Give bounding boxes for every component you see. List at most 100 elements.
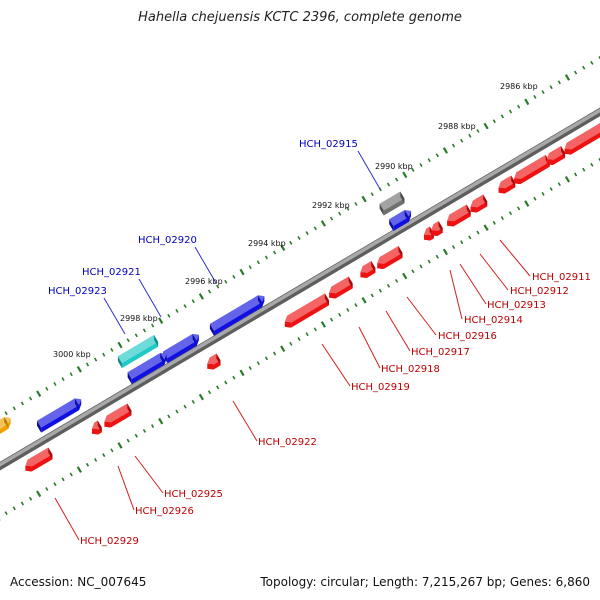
tick-mark-lower: [36, 490, 42, 498]
gene-front-face: [213, 360, 221, 370]
tick-mark-upper: [45, 386, 49, 391]
tick-mark-lower: [191, 399, 195, 404]
reverse-gene: [284, 293, 329, 328]
tick-mark-upper: [442, 147, 449, 154]
gene-front-face: [570, 132, 600, 155]
backbone-highlight: [0, 108, 600, 467]
reverse-gene: [564, 123, 600, 155]
tick-mark-lower: [378, 288, 382, 293]
gene-arrow-tip: [423, 234, 431, 241]
tick-mark-upper: [329, 216, 334, 221]
gene-front-face: [291, 300, 329, 328]
gene-front-face: [31, 454, 53, 472]
reverse-gene: [25, 447, 53, 472]
tick-mark-upper: [297, 236, 301, 240]
tick-mark-lower: [183, 404, 187, 409]
reverse-gene: [377, 245, 403, 270]
reverse-label-leader: [499, 239, 531, 277]
gene-top-face: [379, 245, 403, 265]
gene-top-face: [389, 209, 409, 227]
reverse-label-leader: [385, 310, 411, 352]
gene-arrow-tip: [377, 257, 384, 265]
gene-top-face: [106, 403, 132, 423]
reverse-gene-label: HCH_02922: [258, 437, 317, 448]
reverse-gene: [546, 145, 566, 166]
tick-mark-lower: [402, 272, 408, 280]
gene-arrow-tip: [192, 333, 199, 341]
genome-backbone: [0, 107, 600, 471]
gene-arrow-tip: [447, 214, 454, 222]
tick-mark-upper: [508, 109, 513, 114]
gene-arrow-tip: [564, 142, 571, 150]
gene-arrow-tip: [207, 363, 214, 370]
accession-text: Accession: NC_007645: [10, 575, 147, 589]
reverse-label-leader: [479, 253, 509, 291]
gene-front-face: [553, 152, 566, 166]
tick-mark-upper: [248, 265, 252, 270]
gene-top-face: [117, 334, 159, 364]
tick-mark-upper: [427, 158, 431, 163]
tick-mark-lower: [582, 167, 586, 172]
tick-mark-upper: [69, 372, 73, 377]
tick-mark-lower: [517, 206, 521, 211]
kbp-label: 2994 kbp: [248, 239, 286, 248]
gene-end-face: [466, 204, 471, 217]
reverse-gene: [470, 194, 488, 213]
reverse-gene: [431, 221, 443, 236]
reverse-label-leader: [358, 326, 381, 369]
tick-mark-upper: [483, 122, 489, 130]
tick-mark-upper: [338, 211, 342, 216]
forward-gene: [209, 295, 265, 336]
tick-mark-upper: [167, 313, 171, 318]
tick-mark-upper: [117, 341, 123, 349]
gene-arrow-tip: [262, 296, 265, 308]
gene-end-face: [127, 403, 132, 416]
tick-mark-lower: [61, 477, 65, 482]
tick-mark-upper: [451, 143, 456, 148]
gene-end-face: [127, 372, 132, 385]
gene-top-face: [37, 398, 79, 428]
tick-mark-lower: [435, 254, 439, 259]
tick-mark-lower: [451, 245, 456, 250]
gene-front-face: [335, 283, 353, 299]
reverse-label-leader: [134, 455, 164, 494]
tick-mark-upper: [142, 328, 147, 333]
tick-mark-upper: [198, 293, 204, 300]
tick-mark-lower: [354, 303, 358, 308]
tick-mark-lower: [207, 390, 212, 395]
gene-arrow-tip: [564, 148, 571, 155]
gene-front-face: [167, 340, 197, 364]
page-title: Hahella chejuensis KCTC 2396, complete g…: [138, 10, 462, 25]
gene-end-face: [389, 219, 394, 232]
reverse-label-leader: [321, 343, 351, 387]
gene-arrow-tip: [284, 321, 292, 328]
gene-front-face: [121, 341, 159, 369]
tick-mark-lower: [460, 240, 464, 245]
tick-mark-upper: [216, 284, 220, 289]
tick-mark-lower: [386, 283, 391, 288]
tick-mark-upper: [207, 289, 212, 294]
gene-top-face: [516, 154, 550, 180]
tick-mark-lower: [508, 211, 513, 216]
kbp-label: 2992 kbp: [312, 201, 350, 210]
gene-arrow-tip: [104, 415, 111, 423]
forward-gene: [37, 398, 82, 433]
gene-arrow-tip: [164, 353, 167, 365]
tick-mark-upper: [191, 299, 195, 304]
gene-top-face: [331, 276, 353, 294]
gene-arrow-tip: [447, 220, 454, 227]
reverse-label-leader: [449, 269, 463, 320]
gene-arrow-tip: [431, 230, 438, 236]
tick-mark-upper: [272, 250, 277, 255]
kbp-label: 2996 kbp: [185, 277, 223, 286]
tick-mark-upper: [500, 114, 504, 119]
tick-mark-upper: [370, 192, 374, 197]
gene-end-face: [511, 175, 516, 188]
reverse-label-leader: [459, 263, 487, 305]
tick-mark-lower: [500, 216, 504, 221]
tick-mark-upper: [4, 411, 8, 416]
tick-mark-lower: [598, 158, 600, 162]
tick-mark-lower: [85, 462, 90, 467]
forward-label-leader: [194, 246, 217, 284]
tick-mark-lower: [53, 482, 57, 487]
